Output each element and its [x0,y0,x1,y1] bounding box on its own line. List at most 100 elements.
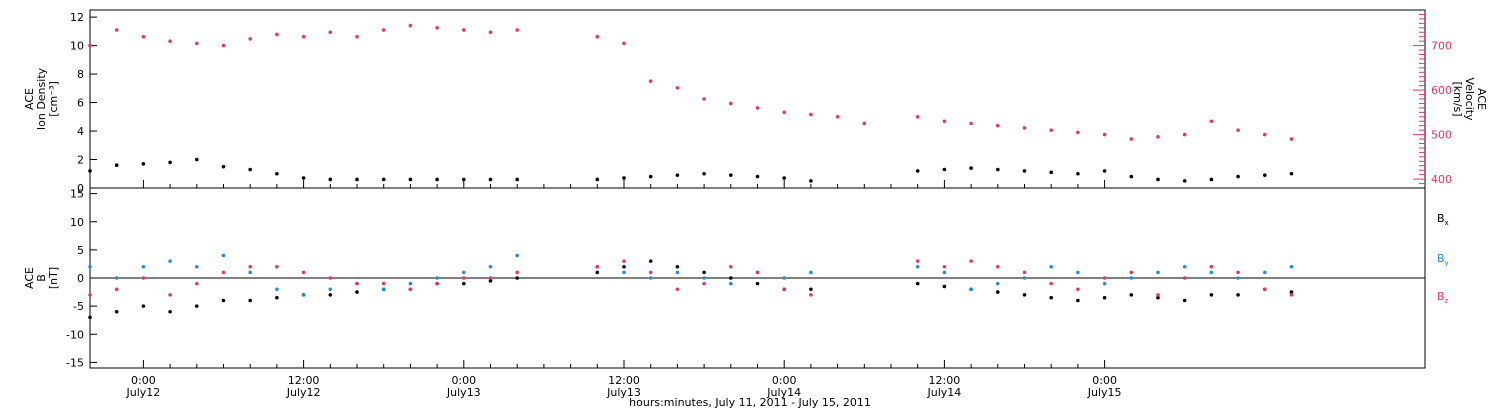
Bz-point [595,264,600,269]
velocity-point [1102,132,1107,137]
By-point [809,270,813,275]
velocity-tick-label: 700 [1431,40,1452,53]
top-right-axis-label-line3: [km/s] [1451,81,1464,116]
By-point [915,264,920,269]
density-point [141,161,146,166]
Bx-point [462,281,466,286]
By-point [1236,276,1240,280]
density-point [942,167,947,172]
Bx-point [996,290,1000,294]
Bz-point [1209,264,1214,269]
velocity-point [648,79,653,83]
Bx-point [275,295,279,300]
By-point [942,270,947,275]
legend-bx: Bx [1437,212,1449,227]
density-point [488,177,493,182]
velocity-point [1022,126,1027,130]
Bz-point [248,264,252,269]
time-tick-label: 0:00 [772,374,797,387]
time-tick-label: 12:00 [608,374,640,387]
velocity-point [462,28,466,32]
Bz-point [1022,270,1027,275]
density-point [702,171,706,176]
Bx-point [595,270,600,275]
legend-by: By [1437,252,1449,267]
density-point [168,160,172,165]
density-point [1022,169,1027,173]
Bz-point [1289,293,1294,297]
Bx-point [248,298,252,303]
Bx-point [702,270,706,275]
density-point [622,176,626,180]
Bx-point [648,259,653,263]
velocity-point [729,101,733,106]
By-point [1102,281,1107,286]
Bx-point [755,281,760,286]
Bx-point [1049,295,1053,300]
By-point [1022,276,1027,280]
density-point [195,157,199,162]
velocity-point [702,97,706,101]
Bx-point [1182,298,1187,303]
density-point [275,171,279,176]
By-point [88,264,92,269]
velocity-point [1076,130,1080,135]
Bx-point [168,309,172,314]
density-point [1263,173,1267,177]
b-tick-label: 10 [70,216,84,229]
By-point [1263,270,1267,275]
Bz-point [622,259,626,263]
density-point [248,167,252,172]
By-point [381,287,386,292]
velocity-point [141,34,146,39]
density-point [915,169,920,173]
Bz-point [515,270,519,275]
legend: Bx By Bz [1437,212,1449,305]
density-point [1209,177,1214,182]
velocity-point [381,28,386,32]
By-point [435,276,439,280]
density-point [435,177,439,182]
time-tick-date: July13 [606,386,641,399]
time-tick-label: 12:00 [288,374,320,387]
Bz-point [114,287,119,292]
Bx-point [675,264,680,269]
Bx-point [88,315,92,320]
density-point [969,166,973,170]
density-point [355,177,359,182]
By-point [1076,270,1080,275]
velocity-point [1263,132,1267,137]
velocity-point [809,112,813,117]
time-tick-label: 0:00 [1092,374,1117,387]
density-point [648,174,653,179]
density-point [462,177,466,182]
velocity-point [515,28,519,32]
bottom-left-axis-label-line3: [nT] [47,267,60,289]
density-point [595,177,600,182]
By-point [675,270,680,275]
density-tick-label: 4 [77,125,84,138]
Bx-point [1102,295,1107,300]
Bz-point [221,270,226,275]
Bz-point [755,270,760,275]
density-tick-label: 10 [70,40,84,53]
Bz-point [1129,270,1134,275]
top-right-axis-label-line2: Velocity [1463,77,1476,121]
density-point [408,177,413,182]
By-point [702,276,706,280]
density-point [755,174,760,179]
velocity-point [1049,128,1053,132]
time-tick-date: July13 [446,386,481,399]
Bx-point [355,290,359,294]
velocity-point [915,115,920,119]
density-point [1289,171,1294,176]
velocity-point [275,32,279,37]
density-point [328,177,333,182]
Bz-point [301,270,306,275]
Bz-point [195,281,199,286]
By-point [622,270,626,275]
top-left-axis-label-line3: [cm⁻³] [47,81,60,117]
Bz-point [488,276,493,280]
Bz-point [1156,293,1160,297]
velocity-point [1156,135,1160,139]
